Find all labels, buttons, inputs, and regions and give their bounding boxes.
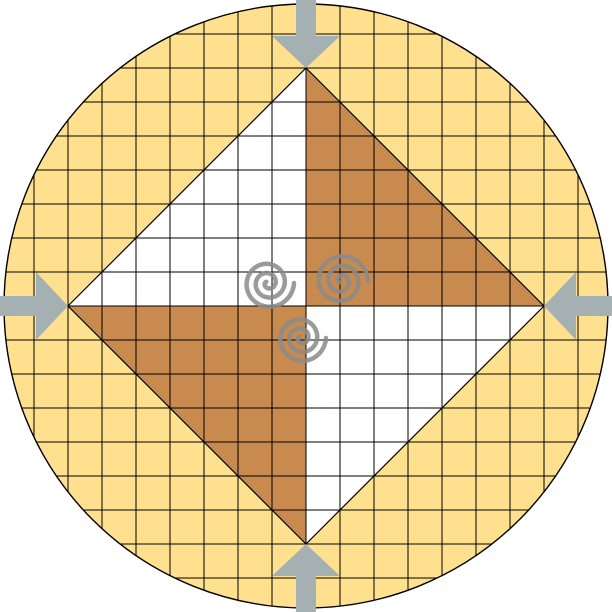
triple-spiral-icon [244, 254, 371, 364]
spiral-arm [278, 317, 329, 364]
arrow-down-icon[interactable] [272, 0, 340, 68]
arrow-up-icon[interactable] [272, 544, 340, 612]
arrow-right-icon[interactable] [0, 272, 68, 340]
spiral-arm [244, 261, 297, 309]
spiral-arm [316, 254, 371, 304]
arrow-left-icon[interactable] [544, 272, 612, 340]
